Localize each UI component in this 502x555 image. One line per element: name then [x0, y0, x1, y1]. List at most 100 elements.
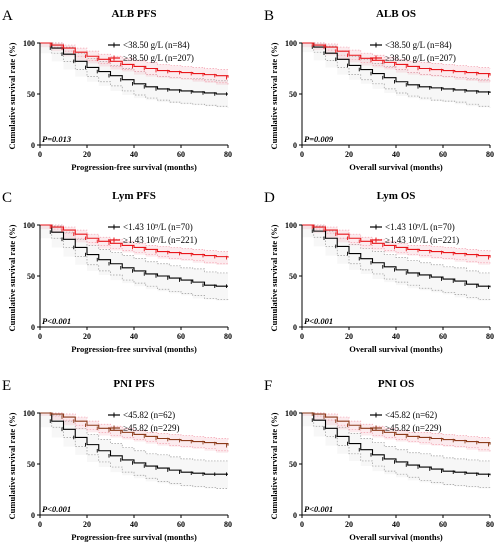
- ci-upper-low: [302, 224, 491, 274]
- km-panel-f: F PNI OS 0 20 40 60 80 0 50 100 Overall survival (…: [264, 378, 494, 542]
- ci-lower-high: [40, 412, 229, 453]
- ci-band-low: [40, 225, 228, 301]
- p-value: P=0.013: [42, 134, 72, 144]
- legend-label: ≥45.82 (n=229): [385, 423, 442, 433]
- ci-lower-low: [40, 412, 228, 489]
- x-tick-label: 40: [392, 150, 400, 159]
- panel-title: PNI PFS: [113, 378, 154, 390]
- x-tick-label: 60: [177, 332, 185, 341]
- legend-label: <45.82 (n=62): [123, 410, 175, 420]
- ci-upper-high: [40, 412, 229, 440]
- survival-curve-low: [40, 224, 228, 287]
- survival-curve-low: [40, 412, 228, 475]
- y-axis-label: Cumulative survival rate (%): [7, 412, 17, 519]
- panel-title: PNI OS: [378, 378, 414, 390]
- x-tick-label: 40: [130, 520, 138, 529]
- legend-label: ≥1.43 10⁹/L (n=221): [385, 235, 459, 245]
- y-tick-label: 0: [293, 141, 297, 150]
- ci-upper-low: [40, 224, 228, 274]
- x-tick-label: 0: [38, 520, 42, 529]
- x-axis-label: Overall survival (months): [349, 162, 443, 172]
- p-value: P<0.001: [304, 504, 333, 514]
- y-tick-label: 100: [23, 39, 35, 48]
- y-tick-label: 0: [31, 511, 35, 520]
- y-axis-label: Cumulative survival rate (%): [269, 42, 279, 149]
- km-panel-a: A ALB PFS 0 20 40 60 80 0 50 100 Progression-free …: [2, 8, 232, 172]
- x-tick-label: 80: [224, 520, 232, 529]
- x-tick-label: 20: [83, 520, 91, 529]
- x-tick-label: 80: [486, 332, 494, 341]
- ci-lower-high: [302, 412, 491, 452]
- survival-curve-high: [302, 412, 491, 445]
- y-tick-label: 50: [289, 272, 297, 281]
- x-tick-label: 60: [439, 332, 447, 341]
- y-axis-label: Cumulative survival rate (%): [269, 412, 279, 519]
- p-value: P<0.001: [304, 316, 333, 326]
- y-axis-label: Cumulative survival rate (%): [269, 224, 279, 331]
- y-axis-label: Cumulative survival rate (%): [7, 42, 17, 149]
- ci-lower-low: [302, 42, 491, 108]
- y-tick-label: 100: [285, 39, 297, 48]
- x-tick-label: 80: [224, 150, 232, 159]
- x-axis-label: Progression-free survival (months): [71, 532, 197, 542]
- panel-title: Lym OS: [377, 190, 416, 202]
- panel-letter: E: [2, 378, 11, 394]
- panel-letter: F: [264, 378, 272, 394]
- x-tick-label: 40: [130, 332, 138, 341]
- x-tick-label: 40: [130, 150, 138, 159]
- legend-label: <38.50 g/L (n=84): [385, 40, 452, 50]
- x-tick-label: 0: [300, 150, 304, 159]
- y-tick-label: 0: [31, 323, 35, 332]
- survival-curve-high: [40, 42, 229, 78]
- panel-title: ALB OS: [376, 8, 416, 20]
- x-tick-label: 20: [345, 520, 353, 529]
- ci-lower-high: [40, 42, 229, 85]
- legend-label: <1.43 10⁹/L (n=70): [123, 222, 193, 232]
- ci-lower-high: [302, 42, 491, 83]
- x-tick-label: 20: [345, 150, 353, 159]
- p-value: P<0.001: [42, 316, 71, 326]
- x-tick-label: 80: [224, 332, 232, 341]
- ci-lower-low: [40, 224, 229, 301]
- y-tick-label: 100: [285, 409, 297, 418]
- survival-curve-high: [302, 224, 491, 258]
- panel-letter: A: [2, 8, 13, 24]
- ci-upper-high: [40, 42, 229, 71]
- panel-letter: C: [2, 190, 12, 206]
- x-axis-label: Progression-free survival (months): [71, 162, 197, 172]
- ci-lower-high: [302, 224, 491, 265]
- x-tick-label: 20: [83, 150, 91, 159]
- panel-title: ALB PFS: [112, 8, 157, 20]
- survival-curve-low: [302, 412, 491, 476]
- panel-title: Lym PFS: [112, 190, 156, 202]
- panel-letter: B: [264, 8, 274, 24]
- x-tick-label: 0: [300, 332, 304, 341]
- y-tick-label: 100: [23, 221, 35, 230]
- x-tick-label: 80: [486, 520, 494, 529]
- p-value: P=0.009: [304, 134, 334, 144]
- y-tick-label: 100: [23, 409, 35, 418]
- y-tick-label: 50: [27, 460, 35, 469]
- x-axis-label: Progression-free survival (months): [71, 344, 197, 354]
- ci-lower-low: [302, 224, 491, 301]
- x-tick-label: 60: [439, 520, 447, 529]
- survival-curve-high: [40, 412, 229, 446]
- y-axis-label: Cumulative survival rate (%): [7, 224, 17, 331]
- survival-curve-low: [302, 42, 491, 93]
- y-tick-label: 100: [285, 221, 297, 230]
- legend-label: ≥1.43 10⁹/L (n=221): [123, 235, 197, 245]
- survival-curve-low: [302, 224, 491, 288]
- x-tick-label: 0: [300, 520, 304, 529]
- legend-label: ≥38.50 g/L (n=207): [385, 53, 456, 63]
- x-tick-label: 60: [177, 150, 185, 159]
- x-tick-label: 80: [486, 150, 494, 159]
- km-panel-e: E PNI PFS 0 20 40 60 80 0 50 100 Progression-free …: [2, 378, 232, 542]
- p-value: P<0.001: [42, 504, 71, 514]
- x-tick-label: 40: [392, 332, 400, 341]
- x-tick-label: 60: [177, 520, 185, 529]
- y-tick-label: 0: [293, 323, 297, 332]
- panel-letter: D: [264, 190, 275, 206]
- x-tick-label: 20: [345, 332, 353, 341]
